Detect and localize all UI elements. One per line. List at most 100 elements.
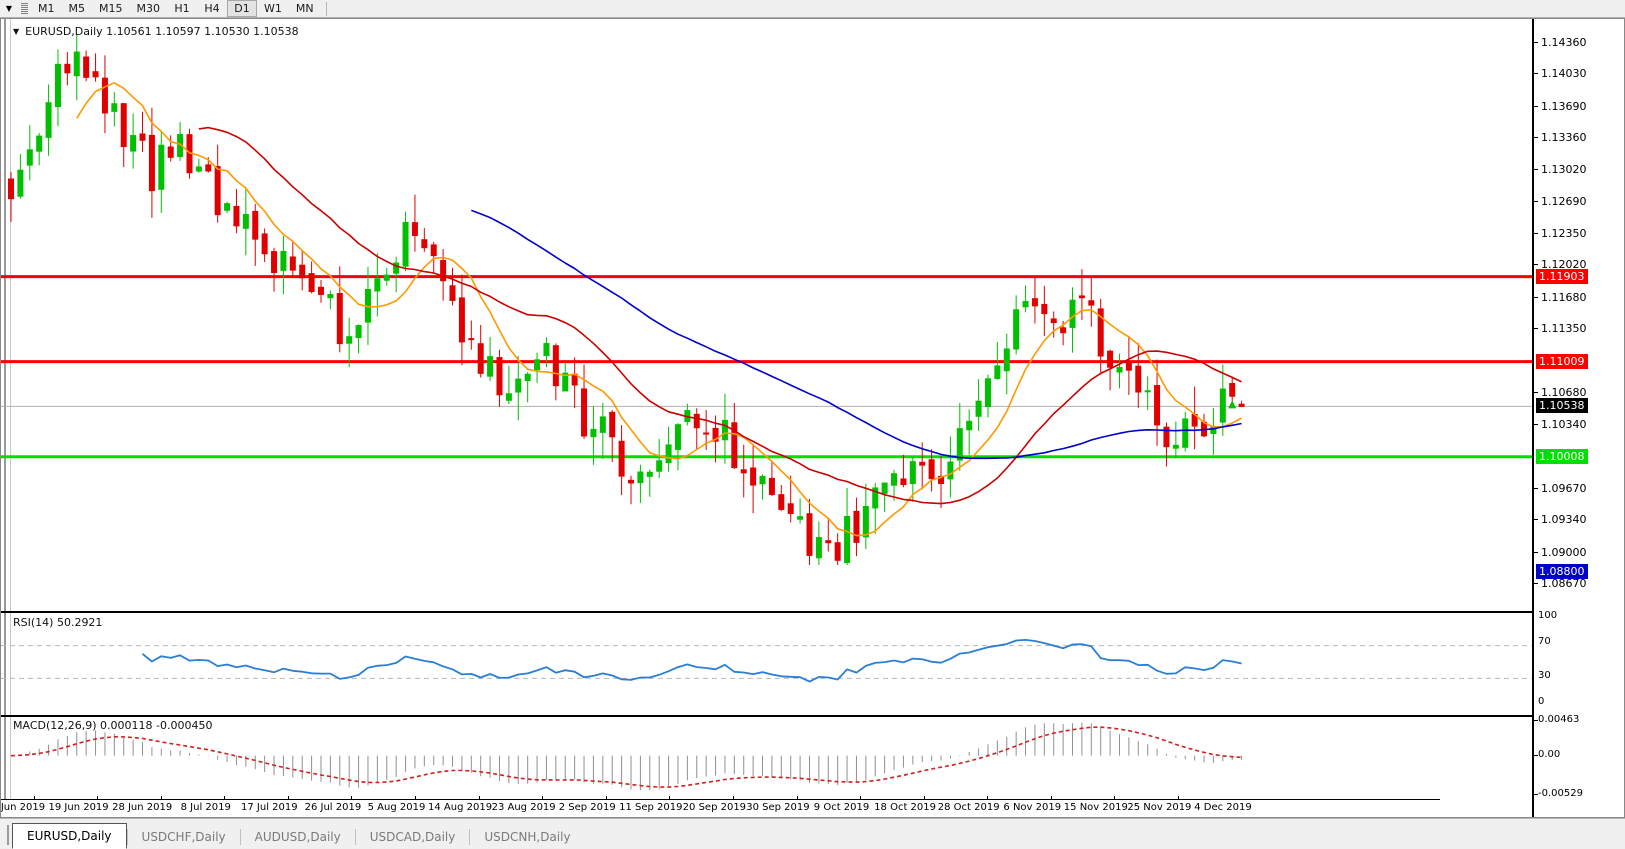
- price-tick-label: 1.09340: [1541, 513, 1587, 527]
- date-axis-tick: [796, 796, 798, 800]
- price-tick-label: 1.12350: [1541, 227, 1587, 241]
- chart-tab-bar: EURUSD,Daily USDCHF,Daily AUDUSD,Daily USDC…: [0, 818, 1625, 849]
- price-tick-label: 1.13020: [1541, 163, 1587, 177]
- date-axis-tick: [160, 796, 162, 800]
- tab-audusd[interactable]: AUDUSD,Daily: [254, 830, 341, 844]
- date-axis-label: 15 Nov 2019: [1063, 802, 1128, 813]
- date-axis-tick: [97, 796, 99, 800]
- date-axis-label: 19 Jun 2019: [48, 802, 109, 813]
- chart-header: ▼ EURUSD,Daily 1.10561 1.10597 1.10530 1…: [13, 25, 299, 38]
- timeframe-m5[interactable]: M5: [68, 2, 86, 15]
- price-tag-green[interactable]: 1.10008: [1536, 448, 1588, 464]
- tab-divider: [354, 829, 356, 845]
- date-axis-tick: [287, 796, 289, 800]
- price-tag-blue[interactable]: 1.08800: [1536, 563, 1588, 579]
- date-axis-tick: [1114, 796, 1116, 800]
- date-axis-tick: [987, 796, 989, 800]
- timeframe-m1[interactable]: M1: [38, 2, 55, 15]
- date-axis-tick: [860, 796, 862, 800]
- rsi-tick-label: 100: [1538, 610, 1558, 621]
- date-axis-label: 17 Jul 2019: [241, 802, 298, 813]
- rsi-tick-label: 0: [1538, 696, 1545, 707]
- price-tick-label: 1.11680: [1541, 290, 1587, 304]
- date-axis-tick: [415, 796, 417, 800]
- timeframe-m30[interactable]: M30: [136, 2, 161, 15]
- rsi-tick-label: 30: [1538, 670, 1551, 682]
- chart-symbol-ohlc: EURUSD,Daily 1.10561 1.10597 1.10530 1.1…: [25, 25, 299, 38]
- price-axis[interactable]: 1.14360 1.14030 1.13690 1.13360 1.13020 1.126…: [1532, 19, 1624, 817]
- chart-left-rail[interactable]: [1, 19, 11, 817]
- date-axis-tick: [1178, 796, 1179, 800]
- date-axis-label: 8 Jul 2019: [180, 802, 231, 813]
- chevron-down-icon[interactable]: ▼: [5, 4, 13, 13]
- date-axis-label: 25 Nov 2019: [1127, 802, 1192, 813]
- chart-collapse-icon[interactable]: ▼: [13, 27, 20, 36]
- price-tick-label: 1.11350: [1541, 322, 1587, 336]
- price-tag-black[interactable]: 1.10538: [1536, 398, 1588, 414]
- timeframe-m15[interactable]: M15: [99, 2, 123, 15]
- tab-usdcnh[interactable]: USDCNH,Daily: [484, 830, 571, 844]
- tabbar-grip-icon[interactable]: [4, 823, 12, 847]
- date-axis-tick: [33, 796, 35, 800]
- rsi-indicator-label: RSI(14) 50.2921: [13, 616, 103, 629]
- date-axis-label: 5 Aug 2019: [367, 802, 426, 813]
- date-axis-tick: [605, 796, 607, 800]
- tab-usdcad[interactable]: USDCAD,Daily: [369, 830, 456, 844]
- date-axis-label: 28 Oct 2019: [937, 802, 1000, 813]
- macd-tick-label: 0.00: [1538, 748, 1561, 760]
- date-axis-label: 6 Nov 2019: [1003, 802, 1062, 813]
- date-axis-tick: [478, 796, 480, 800]
- date-axis-tick: [351, 796, 353, 800]
- macd-indicator-label: MACD(12,26,9) 0.000118 -0.000450: [13, 719, 213, 732]
- price-tick-label: 1.12690: [1541, 194, 1587, 208]
- price-tag-red[interactable]: 1.11009: [1536, 353, 1588, 369]
- rsi-tick-label: 70: [1538, 635, 1551, 647]
- date-axis-label: 9 Oct 2019: [813, 802, 870, 813]
- date-axis-tick: [224, 796, 226, 800]
- price-tick-label: 1.10340: [1541, 418, 1587, 432]
- price-tick-label: 1.10680: [1541, 385, 1587, 399]
- date-axis-label: 26 Jul 2019: [304, 802, 362, 813]
- date-axis-label: 28 Jun 2019: [112, 802, 173, 813]
- price-tick-label: 1.12020: [1541, 258, 1587, 272]
- price-tag-red[interactable]: 1.11903: [1536, 268, 1588, 284]
- price-tick-label: 1.13360: [1541, 131, 1587, 145]
- tab-usdchf[interactable]: USDCHF,Daily: [141, 830, 226, 844]
- date-axis-label: 14 Aug 2019: [428, 802, 493, 813]
- macd-chart-canvas: [10, 722, 1243, 791]
- date-axis-label: 10 Jun 2019: [1, 802, 46, 813]
- chart-plot-area[interactable]: ▼ EURUSD,Daily 1.10561 1.10597 1.10530 1…: [1, 19, 1532, 817]
- price-tick-label: 1.13690: [1541, 99, 1587, 113]
- tab-divider: [126, 829, 128, 845]
- tab-eurusd[interactable]: EURUSD,Daily: [12, 823, 127, 849]
- date-axis-tick: [669, 796, 671, 800]
- timeframe-d1[interactable]: D1: [227, 0, 257, 17]
- date-axis-label: 30 Sep 2019: [746, 802, 810, 813]
- date-axis-label: 23 Aug 2019: [491, 802, 556, 813]
- date-axis-label: 11 Sep 2019: [619, 802, 683, 813]
- macd-tick-label: -0.00529: [1538, 788, 1583, 799]
- chart-tabs: EURUSD,Daily USDCHF,Daily AUDUSD,Daily USDC…: [12, 823, 585, 849]
- date-axis-label: 2 Sep 2019: [558, 802, 616, 813]
- timeframe-w1[interactable]: W1: [264, 2, 282, 15]
- chart-frame: ▼ EURUSD,Daily 1.10561 1.10597 1.10530 1…: [0, 18, 1625, 818]
- timeframe-toolbar: ▼ M1 M5 M15 M30 H1 H4 D1 W1 MN: [0, 0, 1625, 18]
- drag-grip-icon[interactable]: [20, 1, 29, 16]
- tab-divider: [239, 829, 241, 845]
- macd-panel-divider: [1, 715, 1532, 717]
- date-axis-tick: [923, 796, 925, 800]
- date-axis-label: 4 Dec 2019: [1194, 802, 1252, 813]
- toolbar-divider: [325, 1, 327, 16]
- date-axis-tick: [732, 796, 734, 800]
- date-axis-tick: [1050, 796, 1052, 800]
- timeframe-h4[interactable]: H4: [204, 2, 220, 15]
- timeframe-mn[interactable]: MN: [295, 2, 314, 15]
- date-axis-label: 20 Sep 2019: [682, 802, 747, 813]
- price-tick-label: 1.14360: [1541, 36, 1587, 49]
- timeframe-h1[interactable]: H1: [174, 2, 190, 15]
- price-chart-canvas: [1, 34, 1532, 565]
- macd-tick-label: 0.00463: [1538, 714, 1580, 725]
- timeframe-buttons: M1 M5 M15 M30 H1 H4 D1 W1 MN: [31, 0, 321, 17]
- price-tick-label: 1.09670: [1541, 481, 1587, 495]
